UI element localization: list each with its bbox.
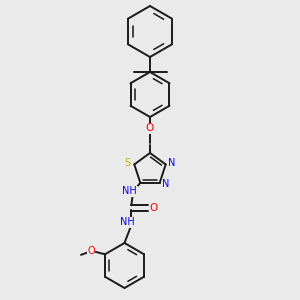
- Text: N: N: [168, 158, 176, 168]
- Text: O: O: [146, 123, 154, 134]
- Text: N: N: [162, 179, 169, 189]
- Text: O: O: [87, 246, 95, 256]
- Text: NH: NH: [120, 217, 135, 227]
- Text: NH: NH: [122, 186, 137, 196]
- Text: O: O: [149, 203, 157, 213]
- Text: S: S: [124, 158, 131, 168]
